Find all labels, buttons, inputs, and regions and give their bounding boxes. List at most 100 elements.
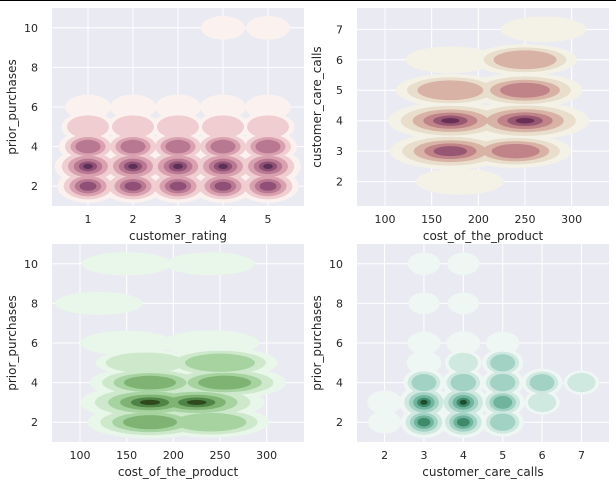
x-tick-label: 200 <box>468 213 489 226</box>
y-tick-label: 6 <box>31 337 38 350</box>
y-tick-label: 8 <box>31 61 38 74</box>
x-tick-label: 7 <box>578 449 585 462</box>
y-axis-label: prior_purchases <box>5 59 19 155</box>
density-contour <box>489 413 516 431</box>
x-tick-label: 2 <box>381 449 388 462</box>
density-contour <box>415 168 504 195</box>
x-tick-label: 5 <box>265 213 272 226</box>
density-contour <box>529 374 555 392</box>
density-contour <box>417 417 431 427</box>
x-tick-label: 1 <box>85 213 92 226</box>
y-tick-label: 6 <box>31 101 38 114</box>
density-contour <box>174 412 247 432</box>
density-contour <box>200 94 246 120</box>
density-contour <box>185 353 255 372</box>
density-contour <box>515 117 535 124</box>
density-contour <box>367 390 402 415</box>
density-contour <box>486 331 520 355</box>
x-tick-label: 5 <box>499 449 506 462</box>
x-tick-label: 4 <box>460 449 467 462</box>
x-axis-label: customer_care_calls <box>422 465 543 479</box>
x-tick-label: 3 <box>420 449 427 462</box>
y-tick-label: 10 <box>329 258 343 271</box>
subplot-4: 2 3 4 5 6 7 2 4 6 8 10 customer_care_calls prior_pur… <box>310 244 609 479</box>
density-contour <box>169 181 187 191</box>
y-tick-label: 8 <box>31 297 38 310</box>
density-contour <box>201 115 245 139</box>
x-tick-label: 250 <box>210 449 231 462</box>
x-tick-label: 100 <box>70 449 91 462</box>
density-contour <box>139 399 161 406</box>
density-contour <box>447 292 480 315</box>
density-contour <box>75 139 101 154</box>
x-tick-label: 300 <box>256 449 277 462</box>
x-axis-label: cost_of_the_product <box>118 465 239 479</box>
density-contour <box>123 375 177 390</box>
density-contour <box>105 352 185 374</box>
density-contour <box>79 181 97 191</box>
density-contour <box>245 94 291 120</box>
y-axis-label: prior_purchases <box>310 295 324 391</box>
y-tick-label: 7 <box>336 23 343 36</box>
density-contour <box>259 181 277 191</box>
density-contour <box>255 139 281 154</box>
density-contour <box>493 50 557 70</box>
x-tick-label: 4 <box>220 213 227 226</box>
x-tick-label: 100 <box>375 213 396 226</box>
density-contour <box>367 410 402 434</box>
density-contour <box>65 94 111 120</box>
density-contour <box>500 16 587 43</box>
density-contour <box>567 372 596 393</box>
density-contours <box>387 16 590 195</box>
density-contour <box>110 94 156 120</box>
density-contours <box>54 252 287 439</box>
density-contour <box>456 417 470 427</box>
y-tick-label: 6 <box>336 337 343 350</box>
y-tick-label: 4 <box>31 377 38 390</box>
density-contour <box>489 373 516 392</box>
x-axis-label: cost_of_the_product <box>423 229 544 243</box>
x-tick-label: 150 <box>116 449 137 462</box>
density-contour <box>493 395 513 409</box>
x-tick-label: 250 <box>515 213 536 226</box>
y-tick-label: 5 <box>336 84 343 97</box>
density-contour <box>120 139 146 154</box>
density-contour <box>411 374 437 392</box>
y-tick-label: 6 <box>336 54 343 67</box>
y-tick-label: 2 <box>31 180 38 193</box>
x-tick-label: 2 <box>130 213 137 226</box>
density-contour <box>246 115 290 139</box>
density-contour <box>210 139 236 154</box>
x-tick-label: 3 <box>175 213 182 226</box>
density-contour <box>407 331 441 355</box>
y-tick-label: 4 <box>31 141 38 154</box>
x-tick-label: 6 <box>539 449 546 462</box>
density-contour <box>54 291 143 315</box>
density-contour <box>83 163 93 169</box>
density-contour <box>128 163 138 169</box>
density-contour <box>407 252 441 275</box>
density-contour <box>123 415 177 430</box>
density-contour <box>246 15 290 40</box>
density-contour <box>80 330 174 356</box>
density-contour <box>405 46 496 74</box>
density-contour <box>218 163 228 169</box>
density-contour <box>450 373 477 392</box>
density-contour <box>66 115 110 139</box>
x-axis-label: customer_rating <box>129 229 227 243</box>
density-contour <box>165 139 191 154</box>
density-contour <box>201 15 245 40</box>
y-tick-label: 2 <box>336 416 343 429</box>
density-contour <box>417 80 484 101</box>
y-tick-label: 4 <box>336 377 343 390</box>
subplot-1: 1 2 3 4 5 2 4 6 8 10 customer_rating prior_purchase… <box>5 8 304 243</box>
density-contour <box>447 252 480 275</box>
y-tick-label: 10 <box>24 258 38 271</box>
density-contour <box>156 115 200 139</box>
density-contour <box>420 399 428 405</box>
density-contour <box>500 82 550 98</box>
y-tick-label: 4 <box>336 115 343 128</box>
x-tick-label: 150 <box>421 213 442 226</box>
density-contour <box>446 331 481 355</box>
